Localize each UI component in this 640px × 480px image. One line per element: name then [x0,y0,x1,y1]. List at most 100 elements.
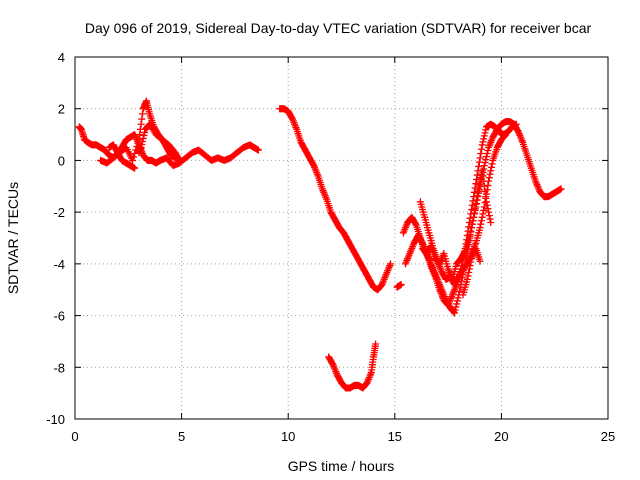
x-tick-label: 15 [388,429,402,444]
data-point [397,281,405,289]
data-point [175,156,183,164]
y-tick-label: -2 [53,205,65,220]
x-tick-label: 5 [178,429,185,444]
data-series [75,97,565,392]
data-point [480,162,488,170]
data-point [372,340,380,348]
data-point [486,215,494,223]
x-tick-label: 25 [601,429,615,444]
data-point [453,297,461,305]
data-point [480,182,488,190]
plot-frame [74,56,609,420]
data-point [460,248,468,256]
axis-ticks: 0 5 10 15 20 25 -10 -8 -6 -4 -2 0 2 4 [46,50,615,444]
x-tick-label: 10 [281,429,295,444]
data-point [450,309,458,317]
data-point [466,231,474,239]
data-point [451,306,459,314]
data-point [487,218,495,226]
data-point [133,143,141,151]
data-point [472,180,480,188]
data-point [137,120,145,128]
data-point [484,181,492,189]
data-point [501,131,509,139]
x-axis-label: GPS time / hours [288,458,395,474]
y-tick-label: 4 [58,50,65,65]
data-point [470,209,478,217]
data-point [485,208,493,216]
data-point [473,192,481,200]
data-point [175,155,183,163]
data-point [476,154,484,162]
data-point [480,132,488,140]
data-point [454,294,462,302]
data-point [136,131,144,139]
data-point [514,127,522,135]
data-point [467,258,475,266]
data-point [478,141,486,149]
data-point [466,262,474,270]
data-point [482,198,490,206]
data-point [479,172,487,180]
data-point [138,140,146,148]
x-tick-label: 0 [71,429,78,444]
data-point [134,139,142,147]
data-point [475,181,483,189]
data-point [465,265,473,273]
data-point [418,238,426,246]
data-point [468,224,476,232]
data-point [473,171,481,179]
data-point [129,156,137,164]
data-point [463,275,471,283]
data-point [474,187,482,195]
data-point [482,156,490,164]
data-point [479,210,487,218]
data-point [473,196,481,204]
data-point [452,303,460,311]
data-point [481,129,489,137]
data-point [139,137,147,145]
y-tick-label: -6 [53,309,65,324]
data-point [467,227,475,235]
series-track-5 [276,105,395,294]
data-point [487,163,495,171]
series-track-4 [105,141,139,172]
data-point [485,174,493,182]
data-point [387,260,395,268]
data-point [480,177,488,185]
data-point [473,175,481,183]
data-point [512,120,520,128]
y-tick-label: -8 [53,360,65,375]
data-point [484,147,492,155]
data-point [482,193,490,201]
data-point [254,146,262,154]
data-point [483,201,491,209]
data-point [475,184,483,192]
series-track-3 [135,120,183,164]
data-point [468,220,476,228]
data-point [465,234,473,242]
data-point [130,153,138,161]
data-point [141,128,149,136]
grid [75,57,608,419]
data-point [475,158,483,166]
data-point [137,144,145,151]
series-track-12 [459,244,484,299]
data-point [478,145,486,153]
series-track-7 [393,281,405,291]
data-point [309,160,317,168]
data-point [288,114,296,122]
data-point [464,272,472,280]
data-point [488,160,496,168]
data-point [453,300,461,308]
data-point [140,131,148,139]
data-point [472,200,480,208]
data-point [135,136,143,144]
data-point [139,110,147,118]
y-tick-label: 0 [58,153,65,168]
y-axis-label: SDTVAR / TECUs [5,182,21,294]
data-point [480,135,488,143]
data-point [139,134,147,142]
data-point [469,217,477,225]
